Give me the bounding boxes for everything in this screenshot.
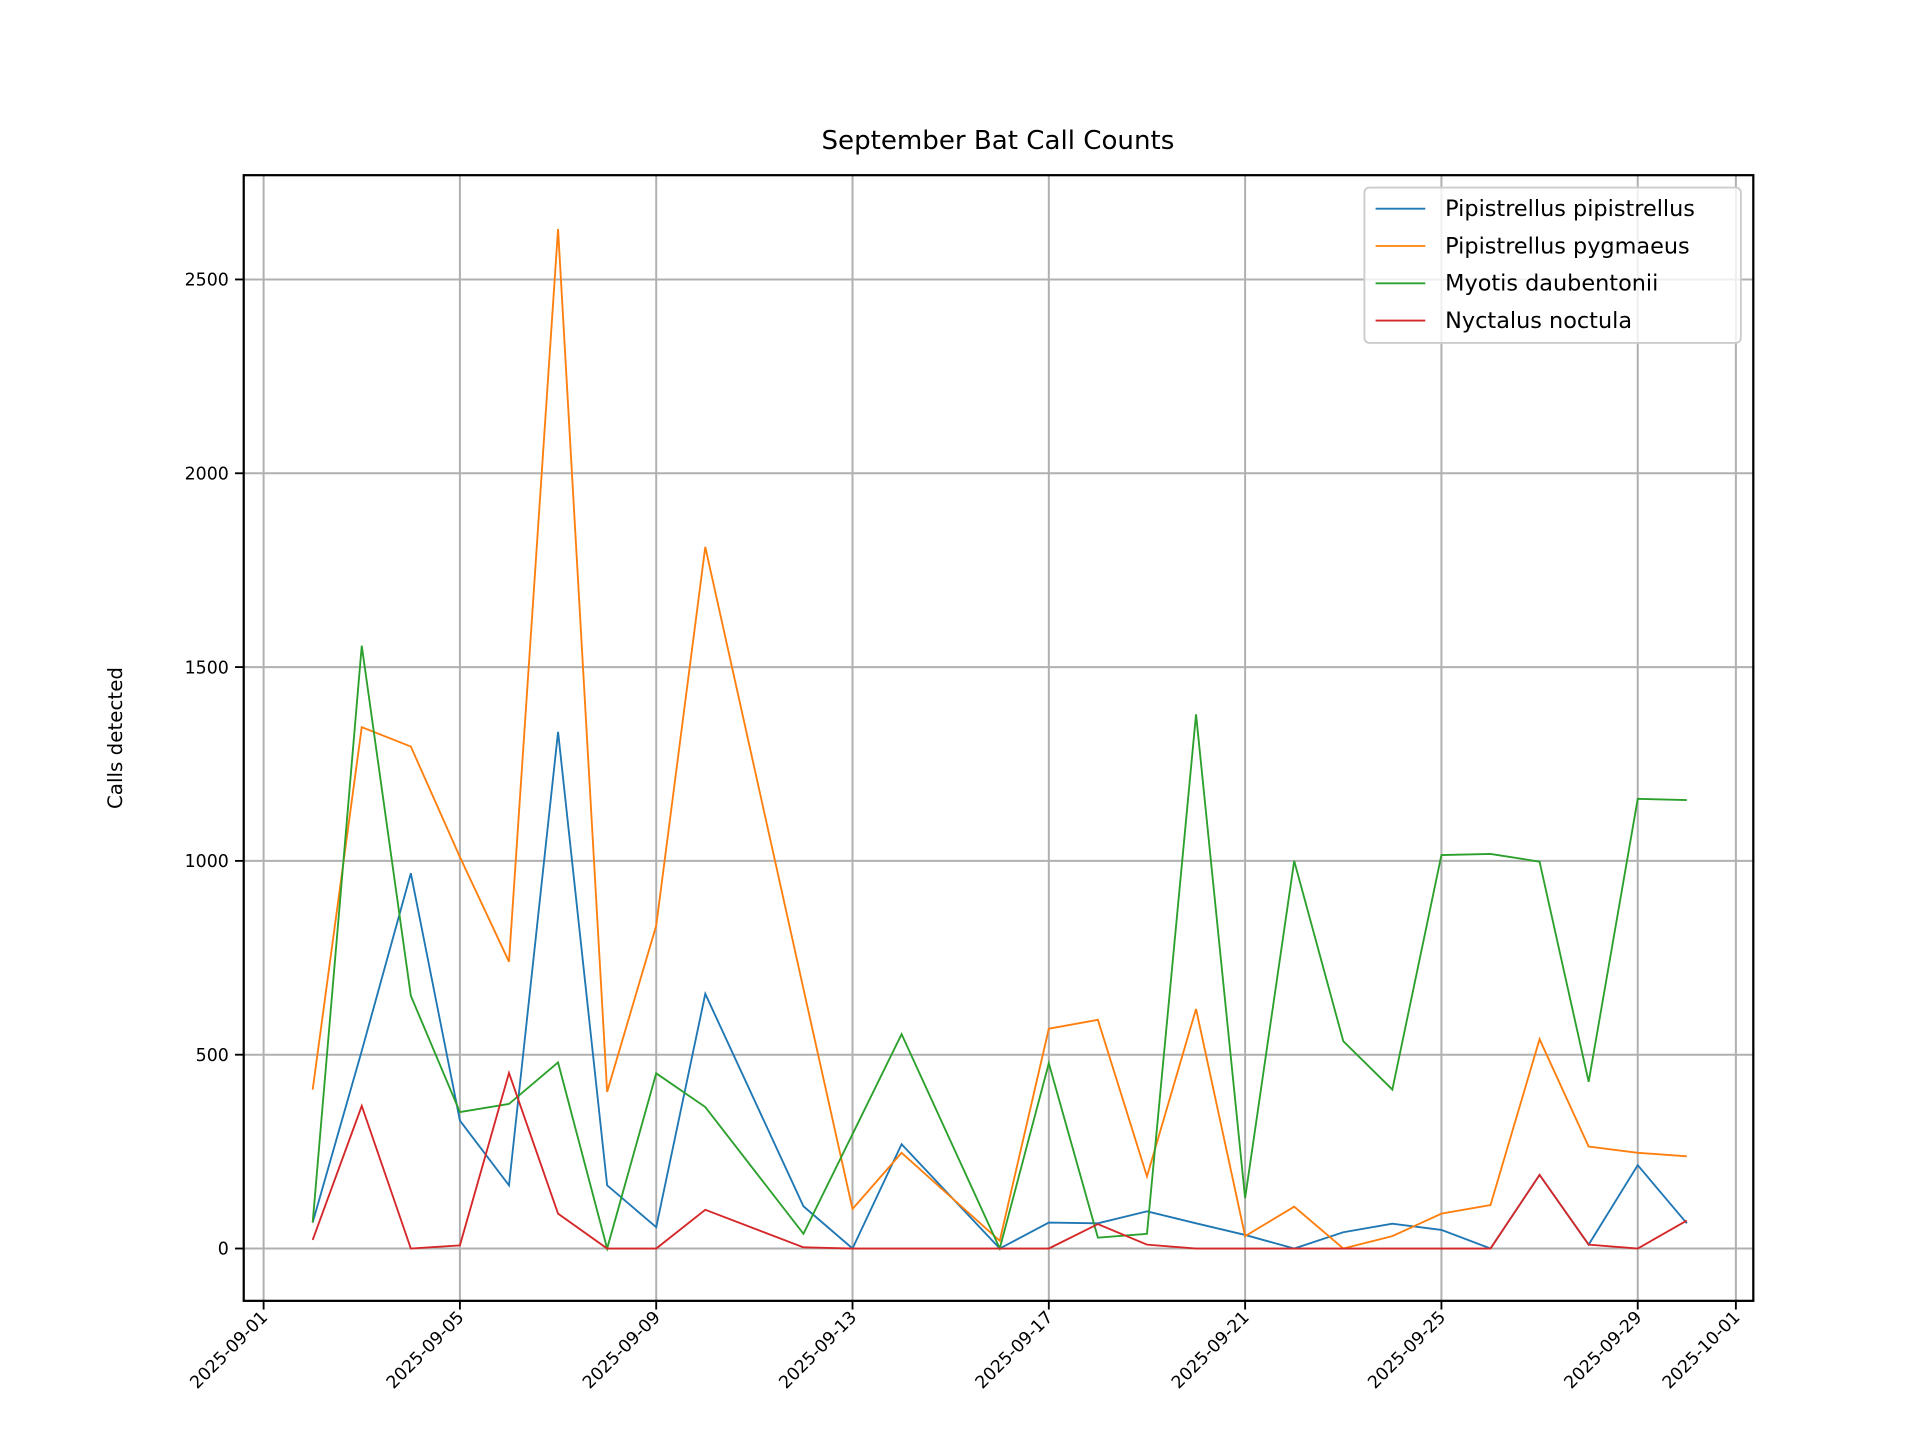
legend-label: Pipistrellus pipistrellus	[1445, 196, 1695, 222]
series-line-0	[311, 731, 1688, 1251]
series-line-3	[311, 1069, 1688, 1250]
y-tick-label: 0	[218, 1240, 229, 1260]
x-tick-label: 2025-09-09	[579, 1308, 665, 1394]
legend-box	[1363, 186, 1742, 344]
x-tick-label: 2025-09-13	[775, 1308, 861, 1394]
x-tick-label: 2025-09-29	[1561, 1308, 1647, 1394]
x-tick-label: 2025-09-17	[972, 1308, 1058, 1394]
legend-label: Myotis daubentonii	[1445, 271, 1658, 297]
y-tick-label: 2000	[185, 464, 229, 484]
y-tick-label: 1000	[185, 852, 229, 872]
axis-ticks: 2025-09-01 2025-09-05 2025-09-09 2025-09-13…	[185, 271, 1745, 1394]
legend-label: Pipistrellus pygmaeus	[1445, 233, 1690, 259]
x-tick-label: 2025-09-21	[1168, 1308, 1254, 1394]
series-line-1	[311, 229, 1687, 1250]
plot-frame	[242, 174, 1755, 1302]
series-lines	[311, 229, 1688, 1253]
y-axis-label: Calls detected	[104, 667, 127, 809]
y-tick-label: 1500	[185, 658, 229, 678]
y-tick-label: 2500	[185, 271, 229, 291]
x-tick-label: 2025-09-01	[187, 1308, 273, 1394]
chart-title: September Bat Call Counts	[821, 126, 1174, 156]
y-tick-label: 500	[196, 1046, 229, 1066]
legend-label: Nyctalus noctula	[1445, 308, 1632, 334]
x-tick-label: 2025-09-25	[1364, 1308, 1450, 1394]
grid	[243, 175, 1754, 1301]
series-line-2	[311, 645, 1687, 1253]
legend: Pipistrellus pipistrellus Pipistrellus py…	[1363, 186, 1742, 344]
x-tick-label: 2025-10-01	[1659, 1308, 1745, 1394]
x-tick-label: 2025-09-05	[383, 1308, 469, 1394]
